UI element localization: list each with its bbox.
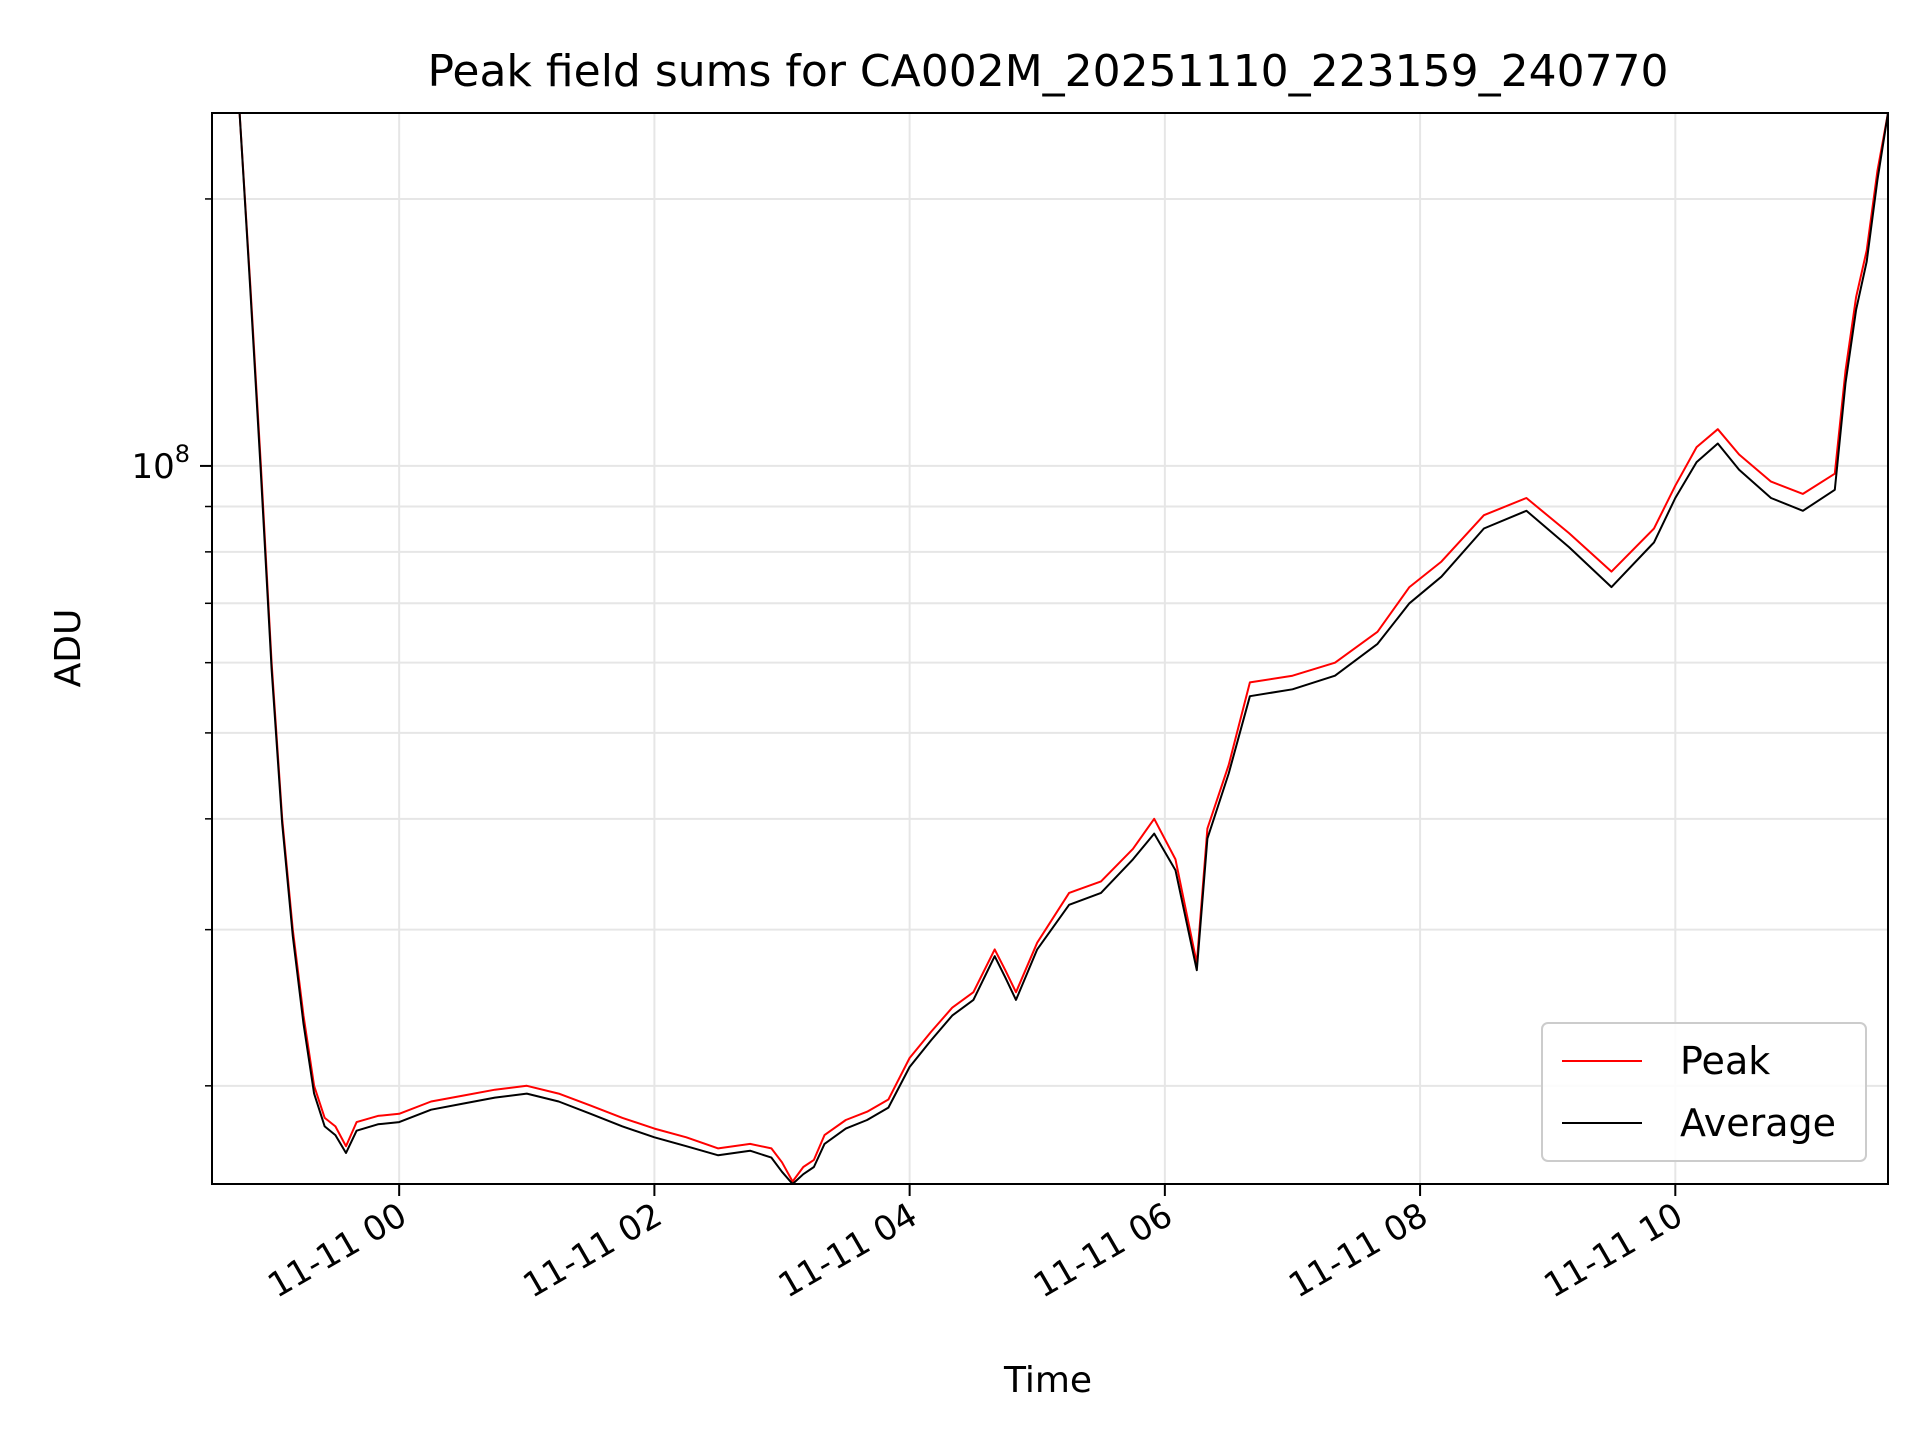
plot-lines [238,113,1888,1184]
y-axis-title: ADU [48,609,89,688]
legend-box [1541,1022,1867,1162]
grid [212,113,1888,1184]
series-line-peak [238,113,1888,1183]
plot-frame [211,112,1889,1185]
chart-title: Peak field sums for CA002M_20251110_2231… [427,46,1668,97]
y-tick-exponent: 8 [175,440,190,468]
legend-label-peak: Peak [1680,1039,1770,1083]
series-line-average [238,113,1888,1184]
legend: Peak Average [1541,1022,1867,1162]
x-axis-title: Time [1003,1360,1092,1401]
legend-label-average: Average [1680,1101,1836,1145]
